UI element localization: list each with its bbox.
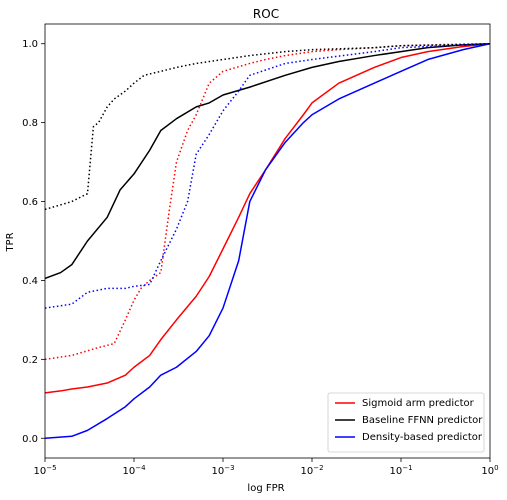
y-axis-title: TPR [5, 232, 16, 252]
series-line-4 [45, 42, 490, 361]
y-axis-ticks: 0.0 0.2 0.4 0.6 0.8 1.0 [22, 39, 45, 445]
legend-label: Baseline FFNN predictor [362, 415, 483, 426]
x-axis-ticks: 10−5 10−4 10−3 10−2 10−1 100 [33, 458, 499, 477]
y-tick-label: 0.6 [22, 197, 38, 208]
y-tick-label: 0.0 [22, 434, 38, 445]
series-line-2 [45, 42, 490, 280]
x-tick-label: 10−5 [33, 464, 56, 477]
y-tick-label: 0.2 [22, 355, 38, 366]
y-tick-label: 0.8 [22, 118, 38, 129]
plot-frame [44, 23, 491, 459]
series-line-3 [45, 42, 490, 440]
series-line-6 [45, 42, 490, 309]
x-axis-title: log FPR [247, 483, 284, 494]
x-tick-label: 10−1 [389, 464, 412, 477]
y-tick-label: 1.0 [22, 39, 38, 50]
series-layer [45, 42, 490, 440]
y-tick-label: 0.4 [22, 276, 38, 287]
legend: Sigmoid arm predictor Baseline FFNN predi… [327, 392, 485, 453]
x-tick-label: 10−4 [122, 464, 146, 477]
x-tick-label: 10−3 [211, 464, 234, 477]
x-tick-label: 100 [481, 464, 498, 477]
legend-label: Density-based predictor [362, 432, 483, 443]
chart-title: ROC [253, 7, 279, 21]
series-line-1 [45, 42, 490, 394]
x-tick-label: 10−2 [300, 464, 323, 477]
legend-label: Sigmoid arm predictor [362, 398, 475, 409]
series-line-5 [45, 42, 490, 211]
legend-box [327, 392, 485, 453]
